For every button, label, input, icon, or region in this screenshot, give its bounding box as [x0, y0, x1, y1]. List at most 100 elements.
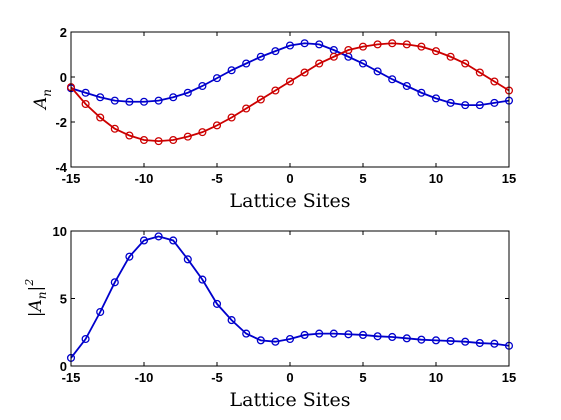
bottom-axes-box: [70, 230, 510, 367]
data-point: [358, 42, 368, 51]
data-point: [169, 236, 178, 245]
data-point: [256, 95, 265, 104]
data-point: [212, 121, 222, 130]
data-point: [139, 135, 149, 145]
x-tick-label: -5: [211, 171, 223, 186]
data-point: [344, 330, 353, 339]
data-point: [490, 98, 499, 107]
data-point: [329, 52, 338, 61]
data-point: [183, 88, 192, 97]
data-point: [212, 299, 222, 308]
data-point: [475, 68, 484, 77]
data-point: [154, 232, 163, 241]
data-point: [110, 96, 119, 105]
data-point: [256, 52, 265, 61]
data-point: [344, 45, 353, 55]
bottom-x-axis-label: Lattice Sites: [230, 389, 351, 411]
top-x-axis-label: Lattice Sites: [230, 190, 351, 212]
data-point: [183, 132, 192, 141]
data-point: [242, 329, 251, 338]
data-point: [198, 81, 207, 91]
data-point: [271, 47, 280, 56]
data-point: [139, 97, 149, 106]
data-point: [417, 88, 426, 97]
bottom-curves: [66, 232, 514, 362]
data-point: [96, 113, 105, 122]
data-point: [125, 97, 134, 106]
bottom-ticks: -15 -10 -5 0 5 10 15 0 5 10: [53, 224, 517, 385]
data-point: [154, 96, 163, 105]
data-point: [358, 330, 368, 340]
data-point: [417, 42, 426, 51]
x-tick-label: 10: [429, 370, 443, 385]
data-point: [461, 337, 470, 346]
x-tick-label: -15: [62, 370, 81, 385]
x-tick-label: -5: [211, 370, 223, 385]
data-point: [300, 68, 309, 77]
data-point: [402, 40, 411, 49]
data-point: [315, 59, 324, 68]
data-point: [373, 67, 382, 76]
y-tick-label: -2: [55, 115, 67, 130]
data-point: [329, 329, 338, 338]
data-point: [373, 40, 382, 49]
data-point: [358, 59, 368, 68]
data-point: [446, 52, 455, 61]
data-point: [271, 337, 280, 346]
y-tick-label: -4: [55, 160, 67, 175]
y-tick-label: 10: [53, 224, 67, 239]
y-tick-label: 2: [60, 25, 67, 40]
data-point: [431, 94, 441, 103]
data-point: [461, 101, 470, 110]
x-tick-label: 0: [286, 171, 293, 186]
top-ticks: -15 -10 -5 0 5 10 15 -4 -2 0 2: [55, 25, 516, 186]
data-point: [242, 59, 251, 68]
data-point: [315, 40, 324, 49]
data-point: [315, 329, 324, 338]
data-point: [227, 66, 236, 75]
top-axes-box: [70, 31, 510, 168]
data-point: [431, 336, 441, 345]
data-point: [81, 88, 90, 97]
data-point: [388, 39, 397, 48]
y-tick-label: 0: [60, 359, 67, 374]
data-point: [198, 128, 207, 137]
data-point: [300, 39, 309, 48]
data-point: [256, 336, 265, 345]
series-line-0: [70, 42, 510, 107]
data-point: [81, 334, 90, 344]
data-point: [154, 137, 163, 146]
x-tick-label: -10: [135, 171, 154, 186]
data-point: [417, 335, 426, 344]
data-point: [169, 135, 178, 145]
data-point: [227, 113, 236, 122]
data-point: [446, 98, 455, 107]
data-point: [81, 99, 90, 109]
data-point: [446, 336, 455, 346]
y-tick-label: 5: [60, 292, 67, 307]
x-tick-label: 15: [502, 370, 516, 385]
x-tick-label: 15: [502, 171, 516, 186]
data-point: [285, 334, 295, 344]
data-point: [285, 77, 295, 86]
data-point: [96, 93, 105, 102]
x-tick-label: 10: [429, 171, 443, 186]
data-point: [285, 41, 295, 50]
data-point: [125, 252, 134, 261]
x-tick-label: -15: [62, 171, 81, 186]
data-point: [110, 124, 119, 133]
data-point: [139, 236, 149, 245]
data-point: [475, 338, 484, 348]
data-point: [110, 278, 119, 287]
y-tick-label: 0: [60, 70, 67, 85]
data-point: [402, 334, 411, 343]
top-curves: [66, 39, 514, 146]
data-point: [373, 332, 382, 341]
x-tick-label: 0: [286, 370, 293, 385]
data-point: [490, 339, 499, 348]
data-point: [402, 81, 411, 91]
data-point: [490, 77, 499, 86]
data-point: [183, 255, 192, 264]
series-line-0: [70, 235, 510, 359]
